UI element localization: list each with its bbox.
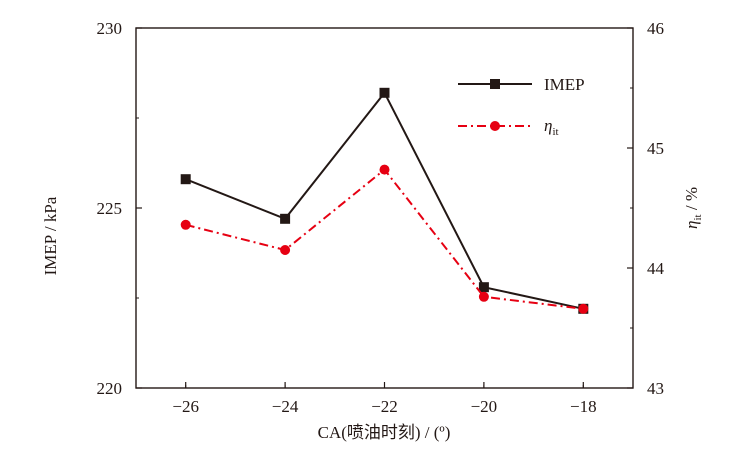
series-layer [180, 87, 589, 314]
left-y-tick-label: 230 [97, 19, 123, 38]
left-y-tick-label: 225 [97, 199, 123, 218]
right-y-tick-label: 45 [647, 139, 664, 158]
eta-data-point [280, 245, 291, 255]
x-tick-label: −18 [570, 397, 597, 416]
right-y-tick-label: 46 [647, 19, 664, 38]
eta-data-point [379, 164, 390, 175]
legend: IMEP ηit [458, 75, 585, 138]
x-tick-label: −26 [172, 397, 199, 416]
imep-data-point [180, 174, 191, 185]
right-axis: 43 44 45 46 [627, 19, 665, 398]
right-y-tick-label: 43 [647, 379, 664, 398]
legend-eta-symbol: η [544, 116, 552, 135]
x-axis-title: CA(喷油时刻) / (º) [318, 423, 451, 442]
right-axis-title-subscript: it [692, 214, 704, 220]
eta-data-point [180, 219, 191, 230]
right-axis-title-unit: / % [682, 187, 701, 214]
imep-data-point [379, 87, 390, 98]
left-y-tick-label: 220 [97, 379, 123, 398]
x-tick-label: −22 [371, 397, 398, 416]
x-tick-label: −20 [471, 397, 498, 416]
legend-eta-subscript: it [552, 126, 558, 138]
right-y-tick-label: 44 [647, 259, 665, 278]
eta-data-point [578, 303, 589, 314]
x-tick-label: −24 [272, 397, 299, 416]
left-axis: 220 225 230 [97, 19, 142, 398]
right-axis-title-symbol: η [682, 221, 701, 229]
imep-data-point [478, 282, 489, 293]
x-axis: −26 −24 −22 −20 −18 [172, 382, 597, 416]
left-axis-title: IMEP / kPa [41, 196, 60, 275]
right-axis-title: ηit / % [682, 187, 704, 229]
eta-data-point [478, 291, 489, 302]
eta-series-line [185, 168, 584, 310]
legend-imep-label: IMEP [544, 75, 585, 94]
legend-eta-label: ηit [544, 116, 559, 138]
imep-data-point [280, 213, 291, 224]
legend-imep-marker [490, 79, 500, 89]
legend-eta-marker [490, 121, 500, 131]
